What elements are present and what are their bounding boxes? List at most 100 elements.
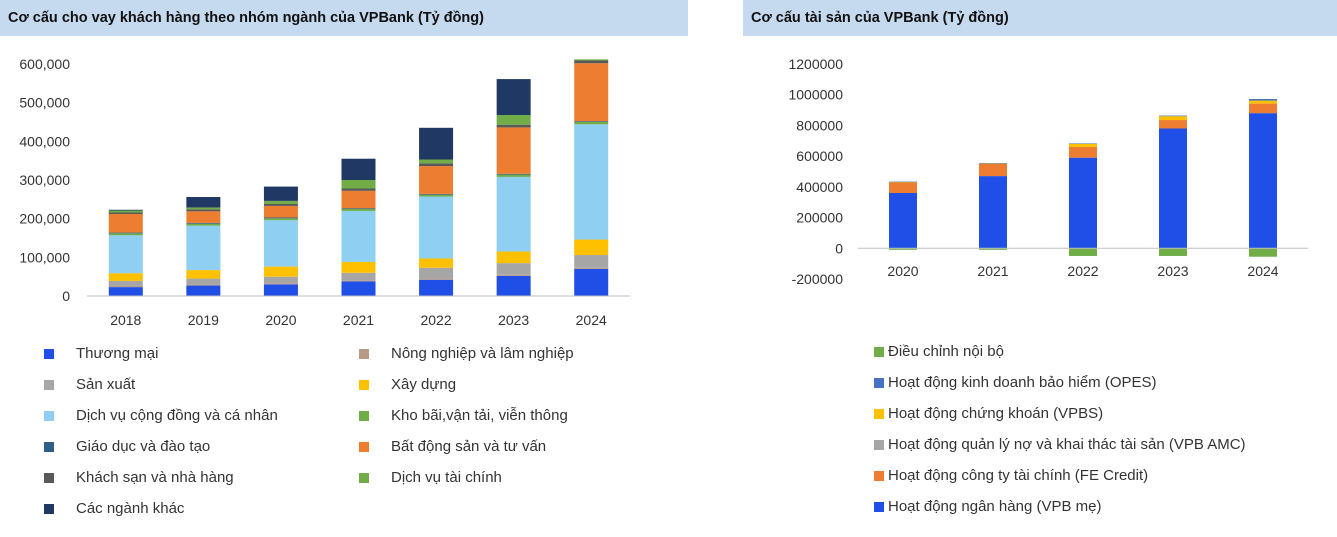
asset-bar-dieu-chinh-noi-bo-2022 [1069,248,1097,256]
loan-bar-dich-vu-cong-dong-va-ca-nhan-2018 [108,235,143,274]
asset-bar-hoat-dong-ngan-hang-vpb-me-2023 [1159,128,1187,249]
loan-bar-khach-san-va-nha-hang-2021 [341,188,376,191]
asset-y-tick: 1000000 [788,87,843,103]
asset-bar-hoat-dong-cong-ty-tai-chinh-fe-credit-2021 [979,163,1007,177]
loan-x-tick: 2020 [265,312,296,328]
legend-swatch [44,504,54,514]
loan-bar-giao-duc-va-dao-tao-2018 [108,232,143,234]
asset-bar-dieu-chinh-noi-bo-2021 [979,248,1007,250]
asset-bar-hoat-dong-cong-ty-tai-chinh-fe-credit-2023 [1159,120,1187,129]
loan-y-tick: 300,000 [19,172,70,188]
loan-bar-xay-dung-2022 [419,258,454,268]
legend-swatch [874,347,884,357]
asset-structure-panel: Cơ cấu tài sản của VPBank (Tỷ đồng) 1200… [743,0,1337,537]
legend-swatch [359,473,369,483]
loan-bar-bat-dong-san-va-tu-van-2018 [108,214,143,233]
legend-swatch [359,411,369,421]
loan-x-tick: 2021 [343,312,374,328]
loan-y-tick: 400,000 [19,133,70,149]
loan-bar-thuong-mai-2024 [574,268,609,296]
loan-bar-dich-vu-cong-dong-va-ca-nhan-2021 [341,210,376,262]
legend-swatch [874,471,884,481]
loan-y-tick: 200,000 [19,211,70,227]
loan-bar-san-xuat-2024 [574,255,609,268]
loan-bar-giao-duc-va-dao-tao-2021 [341,208,376,209]
legend-label: Hoạt động công ty tài chính (FE Credit) [888,467,1149,484]
asset-y-tick: 1200000 [788,56,843,72]
legend-swatch [359,349,369,359]
loan-bar-cac-nganh-khac-2020 [263,186,298,201]
loan-bar-kho-bai-van-tai-vien-thong-2020 [263,218,298,221]
loan-bar-dich-vu-tai-chinh-2019 [186,207,221,210]
loan-bar-cac-nganh-khac-2021 [341,158,376,180]
legend-label: Nông nghiệp và lâm nghiệp [391,345,574,362]
loan-bar-khach-san-va-nha-hang-2024 [574,60,609,64]
loan-bar-kho-bai-van-tai-vien-thong-2024 [574,122,609,125]
loan-bar-thuong-mai-2019 [186,285,221,296]
loan-bar-thuong-mai-2022 [419,279,454,296]
legend-swatch [44,349,54,359]
loan-bar-giao-duc-va-dao-tao-2024 [574,121,609,122]
asset-y-tick: 800000 [796,117,843,133]
loan-bar-khach-san-va-nha-hang-2018 [108,212,143,215]
loan-bar-bat-dong-san-va-tu-van-2021 [341,190,376,209]
loan-bar-kho-bai-van-tai-vien-thong-2022 [419,194,454,197]
asset-bar-hoat-dong-kinh-doanh-bao-hiem-opes-2020 [889,181,917,183]
loan-bar-bat-dong-san-va-tu-van-2019 [186,211,221,223]
legend-label: Điều chỉnh nội bộ [888,343,1004,360]
legend-label: Sản xuất [76,376,136,393]
loan-bar-nong-nghiep-va-lam-nghiep-2021 [341,280,376,282]
asset-bar-hoat-dong-kinh-doanh-bao-hiem-opes-2024 [1249,99,1277,101]
loan-structure-chart: 600,000 500,000 400,000 300,000 200,000 100,0… [19,56,630,328]
loan-bar-nong-nghiep-va-lam-nghiep-2022 [419,278,454,280]
legend-label: Bất động sản và tư vấn [391,438,547,455]
asset-bar-hoat-dong-cong-ty-tai-chinh-fe-credit-2022 [1069,146,1097,158]
loan-bar-san-xuat-2022 [419,267,454,279]
legend-label: Khách sạn và nhà hàng [76,469,234,486]
asset-bar-hoat-dong-ngan-hang-vpb-me-2020 [889,193,917,249]
legend-swatch [874,440,884,450]
asset-structure-chart: 1200000 1000000 800000 600000 400000 200000 0 -… [788,56,1308,287]
loan-bar-bat-dong-san-va-tu-van-2020 [263,205,298,218]
loan-bar-san-xuat-2021 [341,272,376,281]
loan-bar-dich-vu-tai-chinh-2020 [263,200,298,204]
asset-y-tick: 0 [835,240,843,256]
asset-bar-dieu-chinh-noi-bo-2024 [1249,248,1277,257]
loan-bar-dich-vu-tai-chinh-2018 [108,210,143,213]
loan-x-tick: 2023 [498,312,529,328]
loan-bar-dich-vu-cong-dong-va-ca-nhan-2019 [186,225,221,271]
asset-x-tick: 2023 [1157,263,1188,279]
loan-x-tick: 2022 [420,312,451,328]
asset-bar-hoat-dong-cong-ty-tai-chinh-fe-credit-2024 [1249,103,1277,114]
asset-bar-hoat-dong-chung-khoan-vpbs-2020 [889,181,917,183]
loan-bar-san-xuat-2020 [263,276,298,284]
loan-y-tick: 0 [62,288,70,304]
loan-bar-cac-nganh-khac-2023 [496,79,531,116]
loan-bar-dich-vu-tai-chinh-2024 [574,59,609,61]
asset-bar-hoat-dong-chung-khoan-vpbs-2022 [1069,143,1097,147]
loan-bar-giao-duc-va-dao-tao-2022 [419,193,454,195]
legend-label: Hoạt động ngân hàng (VPB mẹ) [888,498,1102,515]
loan-bar-dich-vu-cong-dong-va-ca-nhan-2024 [574,124,609,240]
loan-bar-kho-bai-van-tai-vien-thong-2021 [341,209,376,211]
legend-swatch [44,442,54,452]
loan-x-tick: 2018 [110,312,141,328]
legend-swatch [874,502,884,512]
legend-label: Hoạt động kinh doanh bảo hiểm (OPES) [888,374,1157,391]
loan-y-tick: 100,000 [19,249,70,265]
asset-bar-hoat-dong-chung-khoan-vpbs-2024 [1249,100,1277,104]
loan-bar-san-xuat-2018 [108,280,143,286]
asset-chart-title: Cơ cấu tài sản của VPBank (Tỷ đồng) [751,10,1009,26]
legend-swatch [44,473,54,483]
loan-bar-kho-bai-van-tai-vien-thong-2023 [496,174,531,177]
loan-bar-nong-nghiep-va-lam-nghiep-2023 [496,274,531,276]
loan-bar-bat-dong-san-va-tu-van-2023 [496,127,531,174]
loan-bar-dich-vu-cong-dong-va-ca-nhan-2020 [263,220,298,267]
loan-bar-cac-nganh-khac-2022 [419,127,454,160]
asset-bar-dieu-chinh-noi-bo-2020 [889,248,917,250]
loan-bar-kho-bai-van-tai-vien-thong-2018 [108,233,143,236]
legend-label: Các ngành khác [76,500,185,517]
loan-bar-bat-dong-san-va-tu-van-2024 [574,63,609,122]
legend-label: Giáo dục và đào tạo [76,438,211,455]
legend-swatch [44,380,54,390]
